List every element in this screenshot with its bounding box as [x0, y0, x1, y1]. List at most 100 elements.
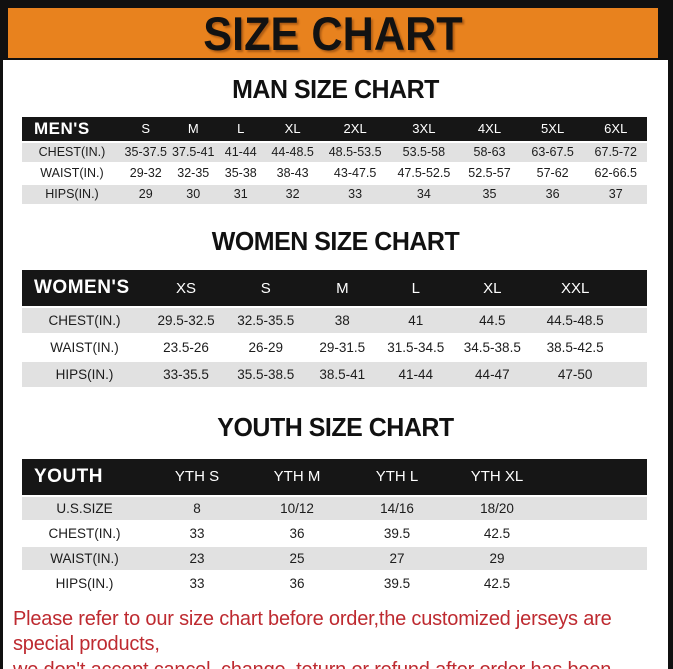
size-value: 36: [520, 184, 585, 204]
size-value: 34.5-38.5: [453, 335, 532, 361]
filler-cell: [618, 362, 647, 388]
row-label: HIPS(IN.): [22, 571, 147, 595]
section-heading-womens: WOMEN SIZE CHART: [211, 225, 460, 256]
size-value: 44-47: [453, 362, 532, 388]
size-column-header: 6XL: [584, 116, 647, 141]
size-value: 31: [217, 184, 265, 204]
top-banner-frame: SIZE CHART: [3, 0, 668, 60]
size-value: 23.5-26: [147, 335, 226, 361]
size-value: 44.5: [453, 308, 532, 334]
table-title-cell: WOMEN'S: [22, 270, 147, 307]
row-label: CHEST(IN.): [22, 142, 122, 162]
measure-row-waistin: WAIST(IN.) 23.5-26 26-29 29-31.5 31.5-34.5 34…: [22, 335, 647, 361]
measure-row-ussize: U.S.SIZE 8 10/12 14/16 18/20: [22, 496, 647, 520]
filler-cell: [618, 270, 647, 307]
size-column-header: L: [378, 270, 454, 307]
filler-cell: [547, 571, 647, 595]
size-value: 39.5: [347, 571, 447, 595]
size-value: 47.5-52.5: [389, 163, 459, 183]
filler-cell: [618, 335, 647, 361]
size-value: 30: [169, 184, 217, 204]
row-label: HIPS(IN.): [22, 362, 147, 388]
size-column-header: L: [217, 116, 265, 141]
size-column-header: 2XL: [320, 116, 390, 141]
size-column-header: 3XL: [389, 116, 459, 141]
size-value: 23: [147, 546, 247, 570]
size-column-header: YTH M: [247, 458, 347, 495]
size-column-header: YTH L: [347, 458, 447, 495]
measure-row-hipsin: HIPS(IN.) 33 36 39.5 42.5: [22, 571, 647, 595]
table-title-cell: YOUTH: [22, 458, 147, 495]
size-column-header: XS: [147, 270, 226, 307]
size-value: 31.5-34.5: [378, 335, 454, 361]
size-value: 41-44: [217, 142, 265, 162]
size-column-header: 4XL: [458, 116, 521, 141]
order-notice: Please refer to our size chart before or…: [13, 607, 658, 669]
size-value: 41: [378, 308, 454, 334]
size-value: 39.5: [347, 521, 447, 545]
sections: MAN SIZE CHART MEN'S S M L XL 2XL 3XL 4XL 5XL 6XL C…: [3, 75, 668, 597]
size-value: 18/20: [447, 496, 547, 520]
size-value: 29.5-32.5: [147, 308, 226, 334]
size-value: 35-37.5: [122, 142, 170, 162]
size-value: 44.5-48.5: [531, 308, 619, 334]
size-value: 62-66.5: [584, 163, 647, 183]
notice-line-1: Please refer to our size chart before or…: [13, 607, 612, 656]
size-value: 57-62: [520, 163, 585, 183]
size-value: 35-38: [217, 163, 265, 183]
size-value: 43-47.5: [320, 163, 390, 183]
header-row: YOUTH YTH S YTH M YTH L YTH XL: [22, 458, 647, 495]
notice-line-2: we don't accept cancel, change, teturn o…: [13, 658, 658, 669]
row-label: CHEST(IN.): [22, 308, 147, 334]
size-value: 37.5-41: [169, 142, 217, 162]
size-value: 38-43: [264, 163, 321, 183]
size-value: 33-35.5: [147, 362, 226, 388]
size-value: 29-31.5: [306, 335, 379, 361]
measure-row-waistin: WAIST(IN.) 23 25 27 29: [22, 546, 647, 570]
section-heading-mens: MAN SIZE CHART: [232, 74, 439, 104]
page-title: SIZE CHART: [203, 6, 463, 60]
size-value: 38.5-42.5: [531, 335, 619, 361]
size-value: 25: [247, 546, 347, 570]
section-mens: MAN SIZE CHART MEN'S S M L XL 2XL 3XL 4XL 5XL 6XL C…: [3, 75, 668, 206]
size-value: 33: [147, 521, 247, 545]
size-value: 35: [458, 184, 521, 204]
section-youth: YOUTH SIZE CHART YOUTH YTH S YTH M YTH L YTH …: [3, 413, 668, 597]
size-value: 42.5: [447, 571, 547, 595]
size-value: 42.5: [447, 521, 547, 545]
row-label: HIPS(IN.): [22, 184, 122, 204]
size-value: 32.5-35.5: [225, 308, 307, 334]
row-label: U.S.SIZE: [22, 496, 147, 520]
size-value: 29-32: [122, 163, 170, 183]
filler-cell: [618, 308, 647, 334]
measure-row-waistin: WAIST(IN.) 29-32 32-35 35-38 38-43 43-47.5 47.…: [22, 163, 647, 183]
size-value: 67.5-72: [584, 142, 647, 162]
womens-size-table: WOMEN'S XS S M L XL XXL CHEST(IN.) 29.5-32.5 32.5…: [22, 268, 647, 389]
size-value: 29: [447, 546, 547, 570]
size-column-header: M: [169, 116, 217, 141]
size-value: 63-67.5: [520, 142, 585, 162]
size-value: 38.5-41: [306, 362, 379, 388]
size-value: 44-48.5: [264, 142, 321, 162]
table-title-cell: MEN'S: [22, 116, 122, 141]
size-value: 38: [306, 308, 379, 334]
size-column-header: YTH S: [147, 458, 247, 495]
size-value: 36: [247, 571, 347, 595]
size-column-header: 5XL: [520, 116, 585, 141]
size-value: 29: [122, 184, 170, 204]
size-value: 48.5-53.5: [320, 142, 390, 162]
youth-size-table: YOUTH YTH S YTH M YTH L YTH XL U.S.SIZE 8 10/12…: [22, 457, 647, 597]
row-label: WAIST(IN.): [22, 335, 147, 361]
filler-cell: [547, 546, 647, 570]
size-value: 35.5-38.5: [225, 362, 307, 388]
size-value: 33: [147, 571, 247, 595]
mens-size-table: MEN'S S M L XL 2XL 3XL 4XL 5XL 6XL CHEST(IN.) 35-37…: [22, 115, 647, 206]
size-value: 14/16: [347, 496, 447, 520]
size-column-header: S: [122, 116, 170, 141]
size-value: 53.5-58: [389, 142, 459, 162]
section-heading-youth: YOUTH SIZE CHART: [217, 412, 454, 443]
size-value: 32: [264, 184, 321, 204]
size-value: 8: [147, 496, 247, 520]
size-column-header: XL: [453, 270, 532, 307]
